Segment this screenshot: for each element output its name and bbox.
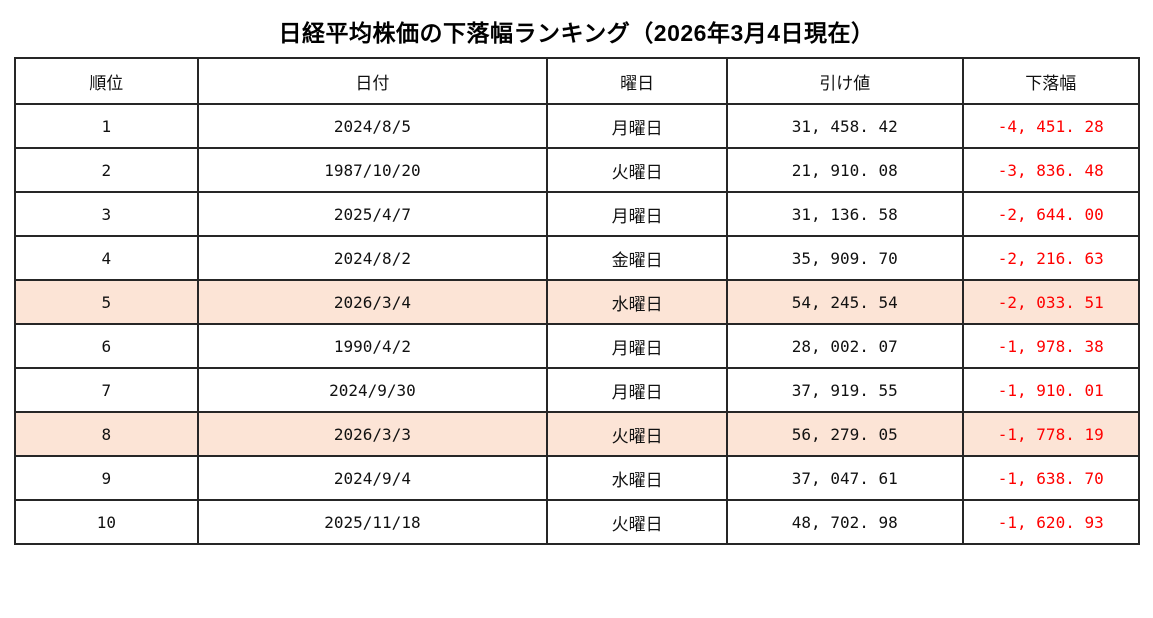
table-row: 7 2024/9/30 月曜日 37, 919. 55 -1, 910. 01 bbox=[14, 367, 1140, 413]
cell-weekday: 水曜日 bbox=[546, 279, 729, 325]
cell-decline: -2, 216. 63 bbox=[961, 235, 1140, 281]
table-body: 1 2024/8/5 月曜日 31, 458. 42 -4, 451. 28 2 1987/… bbox=[14, 103, 1140, 545]
cell-date: 1987/10/20 bbox=[196, 147, 549, 193]
cell-rank: 8 bbox=[14, 411, 199, 457]
cell-weekday: 月曜日 bbox=[546, 367, 729, 413]
cell-decline: -1, 910. 01 bbox=[961, 367, 1140, 413]
cell-decline: -1, 778. 19 bbox=[961, 411, 1140, 457]
cell-decline: -1, 620. 93 bbox=[961, 499, 1140, 545]
cell-rank: 3 bbox=[14, 191, 199, 237]
cell-close: 21, 910. 08 bbox=[726, 147, 964, 193]
table-row: 3 2025/4/7 月曜日 31, 136. 58 -2, 644. 00 bbox=[14, 191, 1140, 237]
table-row: 2 1987/10/20 火曜日 21, 910. 08 -3, 836. 48 bbox=[14, 147, 1140, 193]
cell-rank: 1 bbox=[14, 103, 199, 149]
header-close: 引け値 bbox=[726, 57, 964, 105]
cell-date: 2025/4/7 bbox=[196, 191, 549, 237]
table-row: 1 2024/8/5 月曜日 31, 458. 42 -4, 451. 28 bbox=[14, 103, 1140, 149]
cell-close: 31, 458. 42 bbox=[726, 103, 964, 149]
cell-close: 56, 279. 05 bbox=[726, 411, 964, 457]
cell-weekday: 金曜日 bbox=[546, 235, 729, 281]
cell-date: 1990/4/2 bbox=[196, 323, 549, 369]
cell-rank: 5 bbox=[14, 279, 199, 325]
cell-date: 2024/8/2 bbox=[196, 235, 549, 281]
cell-weekday: 火曜日 bbox=[546, 411, 729, 457]
cell-decline: -2, 033. 51 bbox=[961, 279, 1140, 325]
table-row: 6 1990/4/2 月曜日 28, 002. 07 -1, 978. 38 bbox=[14, 323, 1140, 369]
table-row: 8 2026/3/3 火曜日 56, 279. 05 -1, 778. 19 bbox=[14, 411, 1140, 457]
table-row: 9 2024/9/4 水曜日 37, 047. 61 -1, 638. 70 bbox=[14, 455, 1140, 501]
cell-weekday: 月曜日 bbox=[546, 191, 729, 237]
cell-date: 2024/9/4 bbox=[196, 455, 549, 501]
cell-date: 2024/9/30 bbox=[196, 367, 549, 413]
cell-date: 2026/3/4 bbox=[196, 279, 549, 325]
ranking-table: 順位 日付 曜日 引け値 下落幅 1 2024/8/5 月曜日 31, 458. 42… bbox=[14, 57, 1140, 545]
header-weekday: 曜日 bbox=[546, 57, 729, 105]
cell-close: 37, 919. 55 bbox=[726, 367, 964, 413]
cell-decline: -1, 978. 38 bbox=[961, 323, 1140, 369]
header-rank: 順位 bbox=[14, 57, 199, 105]
cell-weekday: 火曜日 bbox=[546, 499, 729, 545]
cell-rank: 4 bbox=[14, 235, 199, 281]
header-decline: 下落幅 bbox=[961, 57, 1140, 105]
cell-date: 2024/8/5 bbox=[196, 103, 549, 149]
cell-weekday: 月曜日 bbox=[546, 103, 729, 149]
cell-decline: -1, 638. 70 bbox=[961, 455, 1140, 501]
header-date: 日付 bbox=[196, 57, 549, 105]
page: 日経平均株価の下落幅ランキング（2026年3月4日現在） 順位 日付 曜日 引け… bbox=[0, 14, 1153, 545]
cell-rank: 10 bbox=[14, 499, 199, 545]
cell-rank: 9 bbox=[14, 455, 199, 501]
cell-weekday: 月曜日 bbox=[546, 323, 729, 369]
cell-close: 54, 245. 54 bbox=[726, 279, 964, 325]
cell-close: 37, 047. 61 bbox=[726, 455, 964, 501]
cell-date: 2025/11/18 bbox=[196, 499, 549, 545]
cell-decline: -2, 644. 00 bbox=[961, 191, 1140, 237]
cell-weekday: 火曜日 bbox=[546, 147, 729, 193]
page-title: 日経平均株価の下落幅ランキング（2026年3月4日現在） bbox=[278, 20, 875, 46]
table-row: 5 2026/3/4 水曜日 54, 245. 54 -2, 033. 51 bbox=[14, 279, 1140, 325]
header-row: 順位 日付 曜日 引け値 下落幅 bbox=[14, 57, 1140, 105]
cell-decline: -4, 451. 28 bbox=[961, 103, 1140, 149]
cell-date: 2026/3/3 bbox=[196, 411, 549, 457]
table-row: 4 2024/8/2 金曜日 35, 909. 70 -2, 216. 63 bbox=[14, 235, 1140, 281]
cell-decline: -3, 836. 48 bbox=[961, 147, 1140, 193]
cell-close: 48, 702. 98 bbox=[726, 499, 964, 545]
cell-close: 28, 002. 07 bbox=[726, 323, 964, 369]
table-row: 10 2025/11/18 火曜日 48, 702. 98 -1, 620. 93 bbox=[14, 499, 1140, 545]
cell-close: 31, 136. 58 bbox=[726, 191, 964, 237]
cell-rank: 2 bbox=[14, 147, 199, 193]
cell-rank: 6 bbox=[14, 323, 199, 369]
cell-rank: 7 bbox=[14, 367, 199, 413]
cell-close: 35, 909. 70 bbox=[726, 235, 964, 281]
cell-weekday: 水曜日 bbox=[546, 455, 729, 501]
